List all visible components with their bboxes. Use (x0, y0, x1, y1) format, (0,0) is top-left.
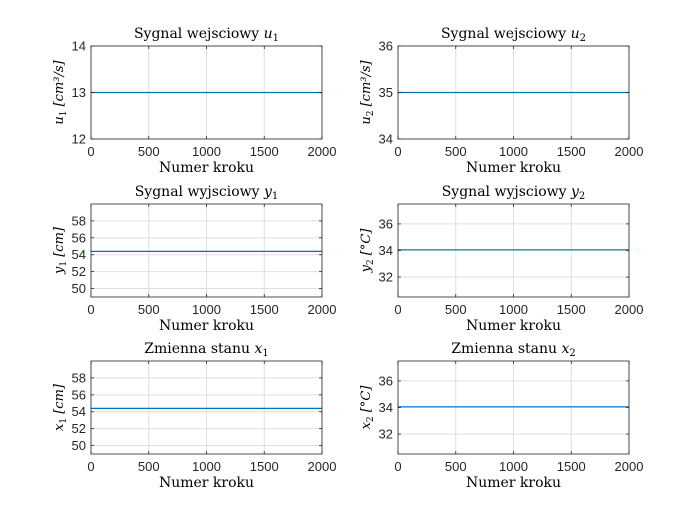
y-axis-label: u1 [cm³/s] (52, 59, 69, 124)
x-axis-label: Numer kroku (159, 318, 254, 334)
y-tick-label: 52 (72, 421, 86, 436)
x-tick-label: 2000 (308, 459, 337, 474)
y-tick-label: 56 (72, 387, 86, 402)
subplot-title: Sygnal wejsciowy u2 (441, 26, 586, 44)
x-tick-label: 0 (394, 302, 401, 317)
y-tick-label: 14 (72, 39, 86, 54)
x-tick-label: 1500 (250, 144, 279, 159)
x-tick-label: 2000 (308, 144, 337, 159)
y-tick-label: 32 (379, 270, 393, 285)
x-tick-label: 2000 (308, 302, 337, 317)
y-tick-label: 50 (72, 438, 86, 453)
x-tick-label: 1500 (250, 459, 279, 474)
x-tick-label: 0 (87, 459, 94, 474)
y-tick-label: 12 (72, 132, 86, 147)
y-tick-label: 34 (379, 243, 393, 258)
y-tick-label: 32 (379, 427, 393, 442)
y-tick-label: 36 (379, 373, 393, 388)
x-tick-label: 0 (87, 302, 94, 317)
y-tick-label: 50 (72, 281, 86, 296)
subplot-6: 0 500 1000 1500 2000 32 34 36 Zmienna stanu x2 Nu… (359, 341, 643, 491)
y-tick-label: 58 (72, 370, 86, 385)
x-tick-label: 1500 (250, 302, 279, 317)
x-tick-label: 0 (394, 144, 401, 159)
x-tick-label: 1500 (557, 144, 586, 159)
y-axis-label: y1 [cm] (52, 226, 69, 275)
x-tick-label: 500 (445, 459, 467, 474)
x-axis-label: Numer kroku (466, 318, 561, 334)
x-tick-label: 500 (138, 302, 160, 317)
subplot-4: 0 500 1000 1500 2000 32 34 36 Sygnal wyjsciowy y… (359, 184, 643, 334)
subplot-title: Zmienna stanu x2 (451, 341, 576, 359)
y-tick-label: 52 (72, 264, 86, 279)
x-tick-label: 2000 (615, 302, 644, 317)
x-tick-label: 1000 (499, 144, 528, 159)
y-tick-label: 34 (379, 132, 393, 147)
subplot-2: 0 500 1000 1500 2000 34 35 36 Sygnal wejsciowy u… (359, 26, 643, 176)
subplot-title: Zmienna stanu x1 (144, 341, 269, 359)
y-tick-label: 36 (379, 39, 393, 54)
x-tick-label: 2000 (615, 459, 644, 474)
x-tick-label: 0 (87, 144, 94, 159)
y-axis-label: y2 [°C] (359, 228, 376, 274)
x-tick-label: 1000 (499, 302, 528, 317)
y-tick-label: 56 (72, 230, 86, 245)
x-tick-label: 1000 (499, 459, 528, 474)
x-tick-label: 500 (445, 144, 467, 159)
y-tick-label: 35 (379, 85, 393, 100)
y-axis-label: u2 [cm³/s] (359, 59, 376, 124)
x-tick-label: 500 (138, 459, 160, 474)
x-axis-label: Numer kroku (159, 475, 254, 491)
subplot-1: 0 500 1000 1500 2000 12 13 14 Sygnal wejsciowy u… (52, 26, 336, 176)
y-tick-label: 54 (72, 247, 86, 262)
x-tick-label: 500 (138, 144, 160, 159)
y-tick-label: 13 (72, 85, 86, 100)
x-axis-label: Numer kroku (466, 475, 561, 491)
x-tick-label: 1500 (557, 302, 586, 317)
x-axis-label: Numer kroku (159, 160, 254, 176)
y-tick-label: 34 (379, 400, 393, 415)
x-axis-label: Numer kroku (466, 160, 561, 176)
y-axis-label: x2 [°C] (359, 385, 376, 430)
subplot-3: 0 500 1000 1500 2000 50 52 54 56 58 Sygnal wyjscio… (52, 184, 336, 334)
x-tick-label: 1000 (192, 459, 221, 474)
subplot-5: 0 500 1000 1500 2000 50 52 54 56 58 Zmienna stanu … (52, 341, 336, 491)
subplot-title: Sygnal wejsciowy u1 (134, 26, 279, 44)
x-tick-label: 0 (394, 459, 401, 474)
y-tick-label: 54 (72, 404, 86, 419)
x-tick-label: 1000 (192, 302, 221, 317)
subplot-title: Sygnal wyjsciowy y2 (442, 184, 586, 202)
x-tick-label: 500 (445, 302, 467, 317)
x-tick-label: 1500 (557, 459, 586, 474)
y-tick-label: 58 (72, 213, 86, 228)
y-axis-label: x1 [cm] (52, 383, 69, 431)
x-tick-label: 1000 (192, 144, 221, 159)
y-tick-label: 36 (379, 216, 393, 231)
x-tick-label: 2000 (615, 144, 644, 159)
subplot-title: Sygnal wyjsciowy y1 (135, 184, 279, 202)
